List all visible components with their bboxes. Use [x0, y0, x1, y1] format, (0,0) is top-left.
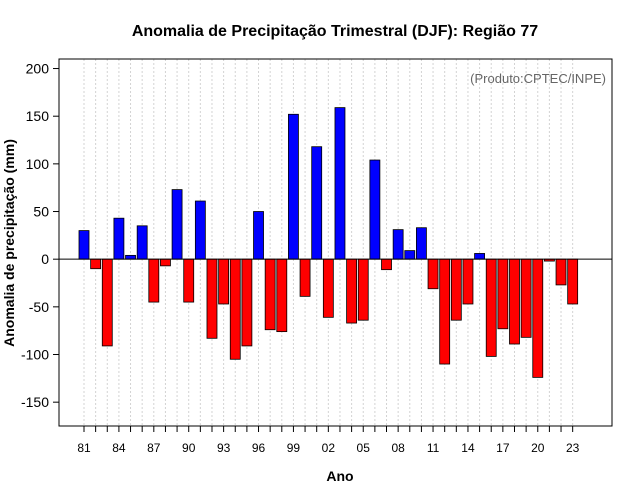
y-tick-label: 200 — [26, 61, 50, 77]
x-tick-label: 14 — [461, 441, 475, 455]
bar-2011 — [427, 258, 439, 290]
bar-1994 — [229, 258, 241, 360]
bar-2001 — [311, 146, 323, 260]
bar-2013 — [450, 258, 462, 321]
x-axis-label: Ano — [326, 468, 353, 484]
x-tick-label: 23 — [566, 441, 580, 455]
bar-1991 — [194, 200, 206, 260]
bar-2008 — [392, 229, 404, 260]
bar-1984 — [113, 217, 125, 260]
bar-1982 — [90, 258, 102, 270]
x-tick-label: 05 — [357, 441, 371, 455]
bar-2015 — [474, 253, 485, 260]
x-tick-label: 99 — [287, 441, 301, 455]
bar-1985 — [125, 254, 136, 260]
bar-2003 — [334, 107, 346, 260]
y-tick-label: 50 — [33, 204, 49, 220]
bar-2007 — [381, 258, 392, 271]
x-tick-label: 17 — [496, 441, 510, 455]
bar-1996 — [253, 211, 264, 260]
y-tick-label: -100 — [21, 347, 49, 363]
plot-frame — [58, 58, 613, 427]
bar-1992 — [206, 258, 218, 339]
y-tick-label: 150 — [26, 108, 50, 124]
bar-2016 — [485, 258, 497, 357]
x-tick-label: 08 — [391, 441, 405, 455]
bar-2009 — [404, 250, 416, 260]
x-tick-label: 20 — [531, 441, 545, 455]
bar-1999 — [288, 113, 299, 260]
x-tick-label: 84 — [112, 441, 126, 455]
bar-2014 — [462, 258, 474, 305]
y-tick-label: -50 — [29, 299, 49, 315]
bar-2020 — [532, 258, 544, 378]
x-tick-label: 90 — [182, 441, 196, 455]
bar-1987 — [148, 258, 160, 303]
bar-1989 — [171, 189, 183, 260]
bar-1993 — [218, 258, 230, 305]
bar-layer — [78, 107, 579, 378]
bar-1983 — [101, 258, 113, 347]
x-axis: 81 84 87 90 93 96 99 02 05 08 11 14 17 20 23 — [77, 426, 580, 455]
x-tick-label: 87 — [147, 441, 161, 455]
y-tick-label: 0 — [41, 251, 49, 267]
bar-2000 — [299, 258, 311, 297]
y-tick-label: 100 — [26, 156, 50, 172]
bar-2022 — [555, 258, 567, 286]
source-annotation: (Produto:CPTEC/INPE) — [470, 71, 606, 86]
bar-2018 — [509, 258, 520, 345]
bar-1997 — [264, 258, 276, 331]
bar-2012 — [439, 258, 451, 365]
x-tick-label: 96 — [252, 441, 266, 455]
bar-2019 — [520, 258, 532, 338]
bar-2004 — [346, 258, 358, 324]
x-tick-label: 81 — [77, 441, 91, 455]
bar-1990 — [183, 258, 195, 303]
bar-2023 — [567, 258, 579, 305]
grid-layer — [83, 59, 574, 426]
chart-title: Anomalia de Precipitação Trimestral (DJF… — [132, 23, 538, 40]
bar-1998 — [276, 258, 288, 333]
bar-1981 — [78, 230, 90, 260]
x-tick-label: 93 — [217, 441, 231, 455]
y-axis-label: Anomalia de precipitação (mm) — [1, 139, 17, 347]
bar-1988 — [160, 258, 171, 267]
bar-2010 — [416, 227, 427, 260]
bar-1995 — [241, 258, 253, 347]
x-tick-label: 02 — [322, 441, 336, 455]
x-tick-label: 11 — [427, 441, 440, 455]
bar-2017 — [497, 258, 509, 330]
bar-1986 — [136, 225, 148, 260]
bar-2005 — [357, 258, 369, 321]
bar-2002 — [322, 258, 334, 318]
y-axis: -150 -100 -50 0 50 100 150 200 — [21, 61, 59, 410]
y-tick-label: -150 — [21, 394, 49, 410]
bar-2006 — [369, 159, 381, 260]
